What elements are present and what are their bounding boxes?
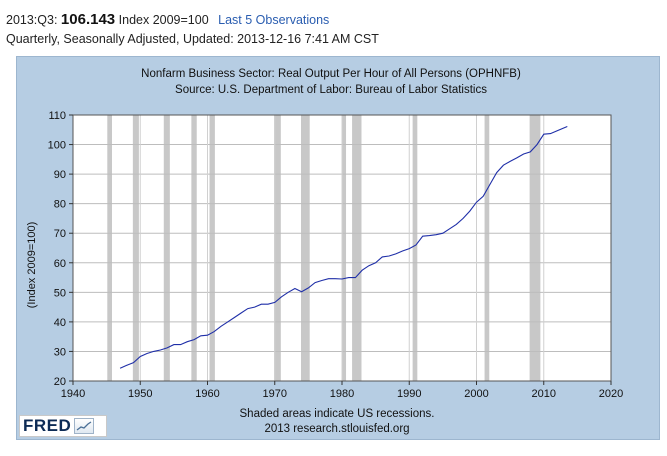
observation-value: 106.143 xyxy=(60,11,116,28)
recession-band-3 xyxy=(191,115,197,381)
x-axis-ticks: 1940 1950 1960 1970 1980 1990 2000 2010 2020 xyxy=(61,381,623,400)
recession-band-10 xyxy=(484,115,490,381)
y-tick-label-30: 30 xyxy=(54,346,66,358)
recession-band-11 xyxy=(529,115,541,381)
x-tick-label-1980: 1980 xyxy=(330,388,354,400)
recession-band-5 xyxy=(274,115,281,381)
fred-chart-icon xyxy=(74,418,95,434)
chart-title: Nonfarm Business Sector: Real Output Per… xyxy=(141,68,521,80)
recession-band-7 xyxy=(342,115,347,381)
y-tick-label-80: 80 xyxy=(54,199,66,211)
recession-bands xyxy=(107,115,541,381)
chart-source: Source: U.S. Department of Labor: Bureau… xyxy=(175,84,487,96)
x-tick-label-2020: 2020 xyxy=(599,388,623,400)
x-tick-label-1990: 1990 xyxy=(397,388,421,400)
recession-band-8 xyxy=(352,115,362,381)
observation-units: Index 2009=100 xyxy=(118,13,209,27)
x-tick-label-2000: 2000 xyxy=(464,388,488,400)
recession-band-6 xyxy=(300,115,310,381)
y-tick-label-40: 40 xyxy=(54,317,66,329)
y-tick-label-60: 60 xyxy=(54,258,66,270)
recession-band-2 xyxy=(163,115,170,381)
observation-period: 2013:Q3: xyxy=(6,13,58,27)
x-tick-label-1950: 1950 xyxy=(128,388,152,400)
series-line-0 xyxy=(119,125,568,369)
last-5-observations-link[interactable]: Last 5 Observations xyxy=(218,13,330,27)
recession-band-1 xyxy=(132,115,139,381)
fred-logo[interactable]: FRED xyxy=(19,415,107,437)
series-subtitle: Quarterly, Seasonally Adjusted, Updated:… xyxy=(6,32,379,46)
recession-band-4 xyxy=(209,115,215,381)
recession-band-0 xyxy=(107,115,113,381)
copyright-note: 2013 research.stlouisfed.org xyxy=(264,423,409,435)
y-tick-label-110: 110 xyxy=(48,110,66,122)
y-tick-label-100: 100 xyxy=(48,140,66,152)
recession-band-9 xyxy=(412,115,418,381)
series-layer xyxy=(119,125,568,369)
x-tick-label-1960: 1960 xyxy=(195,388,219,400)
y-tick-label-20: 20 xyxy=(54,376,66,388)
y-tick-label-70: 70 xyxy=(54,228,66,240)
y-tick-label-90: 90 xyxy=(54,169,66,181)
y-axis-label: (Index 2009=100) xyxy=(26,222,38,309)
x-tick-label-1970: 1970 xyxy=(263,388,287,400)
fred-logo-text: FRED xyxy=(23,416,72,435)
y-tick-label-50: 50 xyxy=(54,287,66,299)
recession-note: Shaded areas indicate US recessions. xyxy=(240,408,435,420)
x-tick-label-1940: 1940 xyxy=(61,388,85,400)
y-axis-ticks: 20 30 40 50 60 70 80 90 100 110 xyxy=(48,110,73,388)
x-tick-label-2010: 2010 xyxy=(532,388,556,400)
latest-observation-line: 2013:Q3: 106.143 Index 2009=100 Last 5 O… xyxy=(6,11,329,28)
